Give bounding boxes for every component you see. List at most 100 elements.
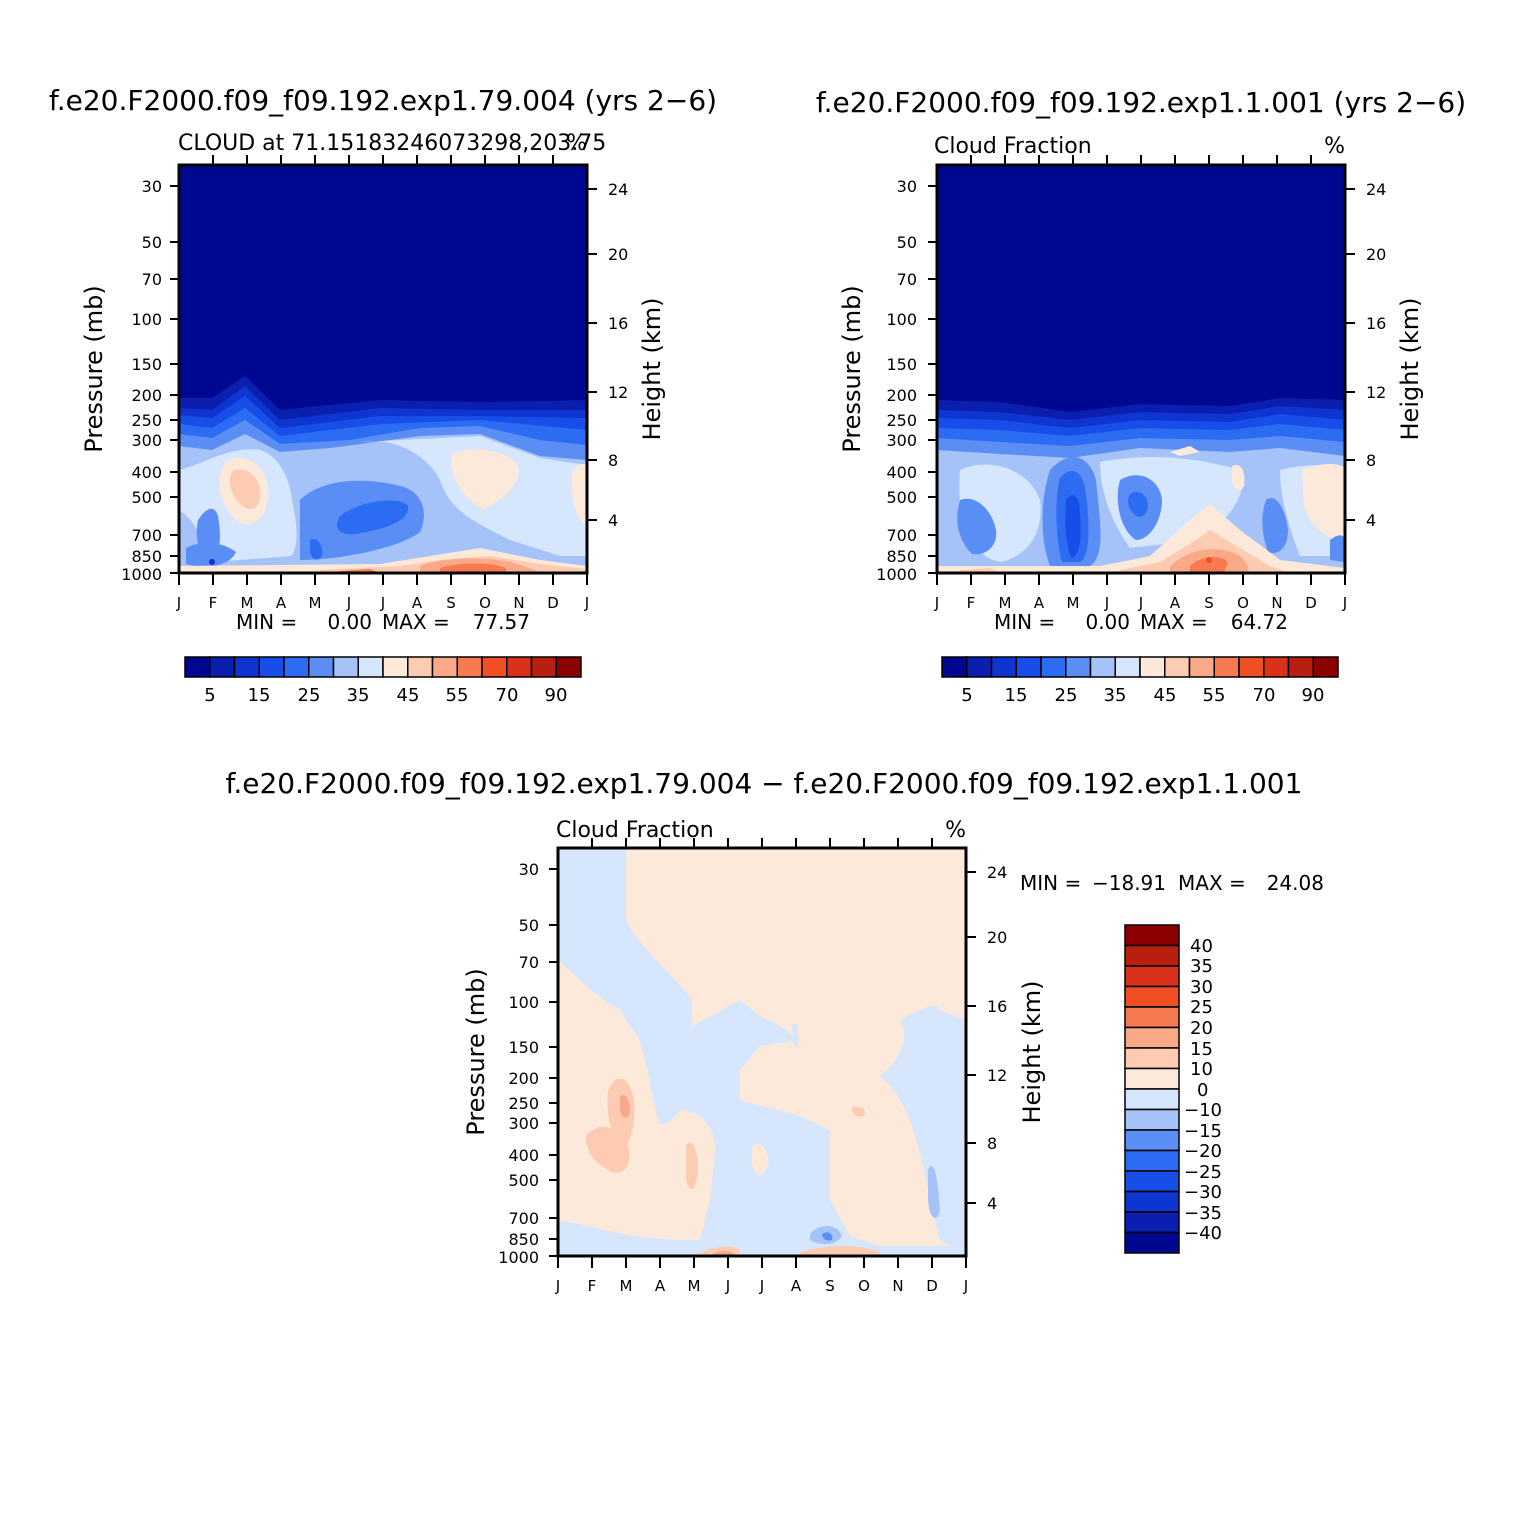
month-tick: S — [446, 594, 456, 612]
panel-2-units: % — [1324, 134, 1345, 159]
pressure-tick-150: 150 — [886, 355, 917, 374]
month-tick: M — [1067, 594, 1080, 612]
pressure-tick-150: 150 — [508, 1038, 539, 1057]
pressure-tick-250: 250 — [131, 411, 162, 430]
colorbar-swatch — [1040, 656, 1067, 678]
month-tick: J — [555, 1277, 560, 1295]
panel-1-contour-field — [179, 165, 587, 573]
panel-1-height-axis: 24 20 16 12 8 4 — [587, 180, 628, 530]
colorbar-swatch — [1124, 1170, 1180, 1193]
colorbar-swatch — [1213, 656, 1240, 678]
colorbar-swatch — [1139, 656, 1166, 678]
colorbar-swatch — [1124, 944, 1180, 967]
pressure-tick-700: 700 — [508, 1209, 539, 1228]
colorbar-tick: 10 — [1190, 1059, 1213, 1080]
panel-3-colorbar — [1124, 924, 1180, 1254]
colorbar-swatch — [966, 656, 993, 678]
panel-2-contour-field — [937, 165, 1345, 573]
colorbar-swatch — [382, 656, 409, 678]
height-tick-4: 4 — [608, 511, 618, 530]
colorbar-swatch — [1124, 1149, 1180, 1172]
panel-1-colorbar-ticks: 5 15 25 35 45 55 70 90 — [204, 685, 567, 706]
colorbar-tick: 90 — [1302, 685, 1325, 706]
panel-1-units: % — [566, 131, 587, 156]
pressure-tick-100: 100 — [508, 993, 539, 1012]
pressure-tick-70: 70 — [142, 270, 162, 289]
month-tick: M — [309, 594, 322, 612]
colorbar-swatch — [1124, 1088, 1180, 1111]
colorbar-swatch — [308, 656, 335, 678]
panel-2: f.e20.F2000.f09_f09.192.exp1.1.001 (yrs … — [816, 86, 1466, 706]
colorbar-swatch — [1015, 656, 1042, 678]
colorbar-swatch — [233, 656, 260, 678]
pressure-tick-500: 500 — [131, 488, 162, 507]
panel-1-ylabel: Pressure (mb) — [80, 285, 108, 452]
panel-3-title: f.e20.F2000.f09_f09.192.exp1.79.004 − f.… — [226, 767, 1303, 800]
colorbar-swatch — [506, 656, 533, 678]
month-tick: D — [1305, 594, 1317, 612]
pressure-tick-50: 50 — [142, 233, 162, 252]
panel-1: f.e20.F2000.f09_f09.192.exp1.79.004 (yrs… — [49, 84, 717, 706]
panel-2-colorbar-ticks: 5 15 25 35 45 55 70 90 — [961, 685, 1324, 706]
panel-3-units: % — [945, 818, 966, 843]
panel-3-ylabel-right: Height (km) — [1018, 981, 1046, 1124]
panel-3-ylabel: Pressure (mb) — [462, 968, 490, 1135]
panel-3-pressure-axis: 30 50 70 100 150 200 250 300 400 500 700… — [498, 860, 558, 1267]
panel-2-ylabel: Pressure (mb) — [838, 285, 866, 452]
colorbar-swatch — [1124, 924, 1180, 947]
colorbar-swatch — [456, 656, 483, 678]
panel-3-contour-field — [558, 848, 966, 1256]
height-tick-24: 24 — [1366, 180, 1386, 199]
panel-1-title: f.e20.F2000.f09_f09.192.exp1.79.004 (yrs… — [49, 84, 717, 117]
panel-1-max-value: 77.57 — [473, 610, 530, 634]
panel-3-max-value: 24.08 — [1267, 871, 1324, 895]
colorbar-swatch — [1124, 1067, 1180, 1090]
panel-2-pressure-axis: 30 50 70 100 150 200 250 300 400 500 700… — [876, 177, 937, 584]
colorbar-tick: −35 — [1184, 1203, 1222, 1224]
month-tick: A — [276, 594, 287, 612]
pressure-tick-850: 850 — [508, 1230, 539, 1249]
colorbar-tick: 0 — [1197, 1080, 1208, 1101]
colorbar-tick: 70 — [496, 685, 519, 706]
panel-3-max-label: MAX = — [1178, 871, 1246, 895]
pressure-tick-250: 250 — [886, 411, 917, 430]
pressure-tick-850: 850 — [886, 547, 917, 566]
colorbar-swatch — [209, 656, 236, 678]
month-tick: J — [725, 1277, 730, 1295]
pressure-tick-70: 70 — [897, 270, 917, 289]
panel-3-subtitle: Cloud Fraction — [556, 818, 714, 843]
colorbar-swatch — [1124, 1129, 1180, 1152]
height-tick-8: 8 — [987, 1134, 997, 1153]
panel-3-colorbar-ticks: 40 35 30 25 20 15 10 0 −10 −15 −20 −25 −… — [1184, 936, 1222, 1244]
panel-2-title: f.e20.F2000.f09_f09.192.exp1.1.001 (yrs … — [816, 86, 1466, 119]
height-tick-20: 20 — [608, 245, 628, 264]
pressure-tick-200: 200 — [131, 386, 162, 405]
colorbar-swatch — [1287, 656, 1314, 678]
height-tick-12: 12 — [987, 1066, 1007, 1085]
pressure-tick-400: 400 — [131, 463, 162, 482]
colorbar-tick: −20 — [1184, 1141, 1222, 1162]
colorbar-swatch — [1124, 1047, 1180, 1070]
month-tick: O — [479, 594, 491, 612]
pressure-tick-30: 30 — [519, 860, 539, 879]
colorbar-tick: 45 — [1154, 685, 1177, 706]
pressure-tick-200: 200 — [508, 1069, 539, 1088]
panel-1-pressure-axis: 30 50 70 100 150 200 250 300 400 500 700… — [121, 177, 179, 584]
colorbar-tick: −40 — [1184, 1223, 1222, 1244]
height-tick-12: 12 — [608, 383, 628, 402]
pressure-tick-30: 30 — [897, 177, 917, 196]
height-tick-16: 16 — [1366, 314, 1386, 333]
month-tick: F — [967, 594, 976, 612]
colorbar-swatch — [990, 656, 1017, 678]
pressure-tick-1000: 1000 — [876, 565, 917, 584]
height-tick-4: 4 — [1366, 511, 1376, 530]
pressure-tick-200: 200 — [886, 386, 917, 405]
panel-3-min-label: MIN = — [1020, 871, 1081, 895]
month-tick: J — [934, 594, 939, 612]
month-tick: D — [547, 594, 559, 612]
height-tick-4: 4 — [987, 1194, 997, 1213]
colorbar-swatch — [407, 656, 434, 678]
colorbar-swatch — [1089, 656, 1116, 678]
colorbar-swatch — [1114, 656, 1141, 678]
pressure-tick-100: 100 — [131, 310, 162, 329]
